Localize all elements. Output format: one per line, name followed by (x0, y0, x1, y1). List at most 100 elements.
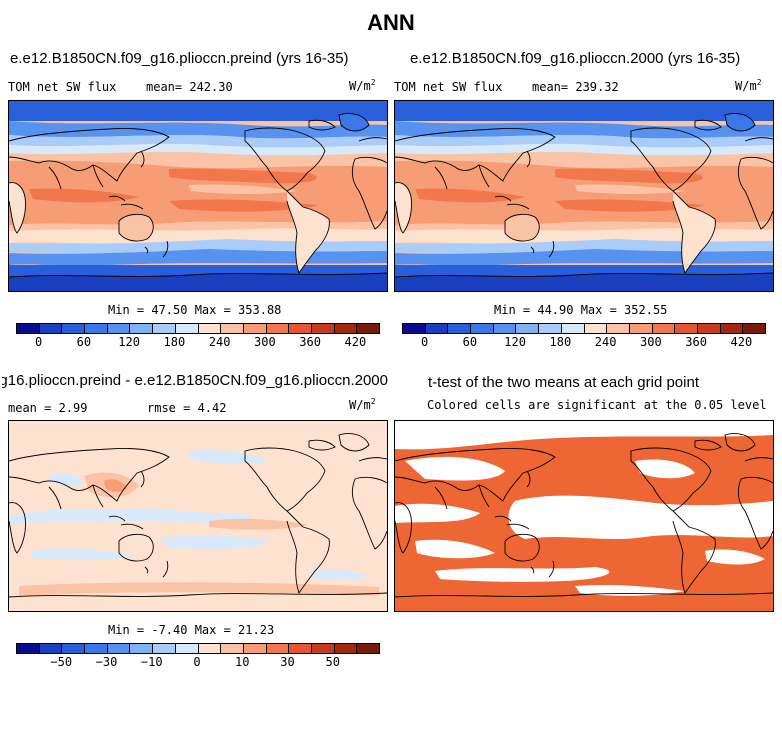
panel-diff-rmse: rmse = 4.42 (147, 401, 227, 415)
colorbar-swatch (289, 644, 312, 653)
colorbar-swatch (85, 644, 108, 653)
colorbar-tick-label: 120 (504, 335, 526, 349)
colorbar-tick-label: 120 (118, 335, 140, 349)
sw-flux-map (395, 101, 773, 291)
colorbar-swatch (243, 324, 267, 333)
colorbar-tick-label: 300 (640, 335, 662, 349)
colorbar-swatch (221, 324, 244, 333)
colorbar-tick-label: 50 (325, 655, 340, 669)
colorbar-swatch (743, 324, 765, 333)
colorbar-tick-label: 0 (421, 335, 429, 349)
panel-diff-map (8, 420, 388, 612)
colorbar-swatch (107, 644, 131, 653)
colorbar-swatch (39, 644, 63, 653)
colorbar-tick-label: 60 (462, 335, 478, 349)
panel-2000-variable: TOM net SW flux (394, 80, 503, 94)
colorbar-tick-label: 0 (35, 335, 43, 349)
panel-diff-title: e.e12.B1850CN.f09_g16.plioccn.preind - e… (2, 372, 388, 389)
significance-map (395, 421, 773, 598)
colorbar-swatch (675, 324, 698, 333)
panel-2000-minmax: Min = 44.90 Max = 352.55 (494, 303, 668, 317)
colorbar-swatch (17, 644, 40, 653)
panel-preind-minmax: Min = 47.50 Max = 353.88 (108, 303, 282, 317)
colorbar-tick-label: 180 (549, 335, 572, 349)
panel-diff-mean: mean = 2.99 (8, 401, 88, 415)
colorbar-tick-label: 420 (730, 335, 753, 349)
panel-ttest-map (394, 420, 774, 612)
colorbar-swatch (198, 644, 222, 653)
colorbar-swatch (448, 324, 472, 333)
colorbar-swatch (39, 324, 63, 333)
colorbar-swatch (175, 324, 199, 333)
colorbar-swatch (85, 324, 108, 333)
colorbar-swatch (471, 324, 494, 333)
colorbar-swatch (425, 324, 449, 333)
colorbar-2000-ticks: 0 60 120 180 240 300 360 420 (402, 335, 764, 349)
colorbar-swatch (357, 644, 379, 653)
colorbar-swatch (266, 644, 290, 653)
colorbar-tick-label: 240 (208, 335, 231, 349)
panel-preind-title: e.e12.B1850CN.f09_g16.plioccn.preind (yr… (10, 50, 349, 67)
colorbar-2000 (402, 323, 766, 334)
colorbar-preind (16, 323, 380, 334)
panel-ttest-subtitle: Colored cells are significant at the 0.0… (427, 398, 767, 412)
colorbar-swatch (243, 644, 267, 653)
positive-anomaly-patches (19, 472, 379, 596)
panel-2000-units: W/m2 (735, 78, 762, 93)
colorbar-swatch (334, 644, 358, 653)
colorbar-swatch (652, 324, 676, 333)
colorbar-swatch (493, 324, 517, 333)
colorbar-tick-label: −30 (95, 655, 118, 669)
colorbar-tick-label: 360 (685, 335, 707, 349)
difference-map (9, 433, 387, 598)
panel-2000-map (394, 100, 774, 292)
colorbar-swatch (62, 644, 86, 653)
colorbar-swatch (311, 324, 335, 333)
colorbar-tick-label: −10 (140, 655, 163, 669)
colorbar-swatch (289, 324, 312, 333)
panel-preind-variable: TOM net SW flux (8, 80, 117, 94)
colorbar-diff-ticks: −50 −30 −10 0 10 30 50 (16, 655, 378, 669)
colorbar-swatch (311, 644, 335, 653)
colorbar-tick-label: 360 (299, 335, 321, 349)
colorbar-swatch (130, 644, 154, 653)
colorbar-swatch (357, 324, 379, 333)
colorbar-swatch (62, 324, 86, 333)
colorbar-swatch (221, 644, 244, 653)
colorbar-tick-label: 420 (344, 335, 367, 349)
panel-diff-minmax: Min = -7.40 Max = 21.23 (108, 623, 275, 637)
colorbar-swatch (561, 324, 585, 333)
colorbar-swatch (153, 324, 176, 333)
figure-title: ANN (367, 10, 415, 35)
colorbar-tick-label: 0 (193, 655, 201, 669)
colorbar-swatch (266, 324, 290, 333)
colorbar-swatch (516, 324, 540, 333)
panel-preind-mean: mean= 242.30 (146, 80, 233, 94)
colorbar-swatch (403, 324, 426, 333)
colorbar-swatch (153, 644, 176, 653)
colorbar-swatch (607, 324, 630, 333)
sw-flux-map (9, 101, 387, 291)
panel-2000-title: e.e12.B1850CN.f09_g16.plioccn.2000 (yrs … (410, 50, 741, 67)
colorbar-swatch (198, 324, 222, 333)
panel-ttest-title: t-test of the two means at each grid poi… (428, 374, 699, 391)
panel-preind-map (8, 100, 388, 292)
colorbar-tick-label: 240 (594, 335, 617, 349)
colorbar-swatch (697, 324, 721, 333)
colorbar-swatch (175, 644, 199, 653)
colorbar-swatch (130, 324, 154, 333)
colorbar-swatch (334, 324, 358, 333)
colorbar-swatch (539, 324, 562, 333)
non-significant-cells (395, 421, 773, 596)
colorbar-tick-label: 30 (280, 655, 295, 669)
negative-anomaly-patches (9, 449, 369, 580)
colorbar-tick-label: 60 (76, 335, 92, 349)
colorbar-tick-label: 300 (254, 335, 276, 349)
colorbar-preind-ticks: 0 60 120 180 240 300 360 420 (16, 335, 378, 349)
colorbar-swatch (629, 324, 653, 333)
colorbar-tick-label: 10 (235, 655, 250, 669)
panel-2000-mean: mean= 239.32 (532, 80, 619, 94)
panel-diff-units: W/m2 (349, 397, 376, 412)
colorbar-swatch (720, 324, 744, 333)
colorbar-tick-label: −50 (50, 655, 73, 669)
